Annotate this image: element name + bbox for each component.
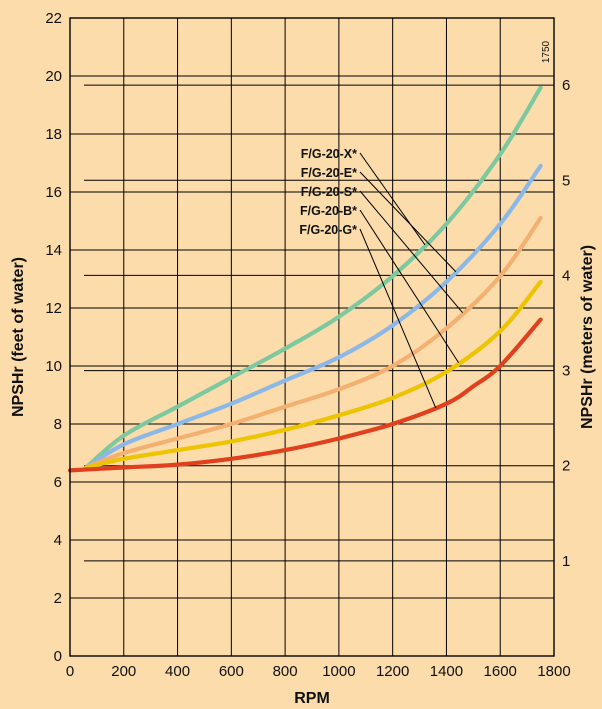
series-line-2 [84,163,543,470]
y-axis-title: NPSHr (feet of water) [10,257,27,417]
y2-axis-title: NPSHr (meters of water) [579,245,596,429]
legend-leader-2 [359,171,457,273]
series-line-4 [84,279,543,470]
legend-leader-3 [359,190,463,313]
x-tick-label: 1600 [484,663,517,680]
rpm-1750-annotation: 1750 [541,40,552,63]
y-tick-label: 16 [45,184,62,201]
x-tick-labels: 0 200 400 600 800 1000 1200 1400 1600 1800 [66,663,571,680]
y-tick-label: 6 [54,474,62,491]
legend-leader-5 [359,228,437,408]
legend-label-4: F/G-20-B* [300,204,357,218]
y-tick-label: 0 [54,648,62,665]
legend: F/G-20-X* F/G-20-E* F/G-20-S* F/G-20-B* F/G-… [299,147,357,237]
y-tick-labels: 0 2 4 6 8 10 12 14 16 18 20 22 [45,10,62,665]
y-tick-label: 14 [45,242,62,259]
y2-tick-label: 2 [562,458,570,475]
y2-tick-label: 6 [562,77,570,94]
legend-label-2: F/G-20-E* [301,166,357,180]
x-tick-label: 1400 [430,663,463,680]
series-line-5 [67,317,543,473]
y-tick-label: 2 [54,590,62,607]
y-tick-label: 12 [45,300,62,317]
y-tick-label: 10 [45,358,62,375]
legend-label-5: F/G-20-G* [299,223,357,237]
x-tick-label: 800 [273,663,298,680]
x-tick-label: 400 [165,663,190,680]
x-tick-label: 0 [66,663,74,680]
y-tick-label: 20 [45,68,62,85]
x-axis-title: RPM [294,690,330,707]
legend-label-1: F/G-20-X* [301,147,357,161]
x-tick-label: 1000 [322,663,355,680]
legend-leader-lines [359,152,463,408]
x-tick-label: 200 [111,663,136,680]
series-line-1 [84,85,543,470]
x-tick-label: 600 [219,663,244,680]
series-lines [67,85,543,473]
y-tick-label: 8 [54,416,62,433]
series-line-3 [84,216,543,470]
y-tick-label: 18 [45,126,62,143]
grid [69,17,555,657]
y2-tick-label: 4 [562,267,570,284]
x-tick-label: 1800 [537,663,570,680]
plot-area [70,18,554,656]
y-tick-label: 22 [45,10,62,27]
y2-tick-label: 3 [562,363,570,380]
y2-tick-labels: 1 2 3 4 5 6 [562,77,570,570]
legend-leader-4 [359,209,459,363]
y2-tick-label: 1 [562,553,570,570]
y2-tick-label: 5 [562,172,570,189]
legend-label-3: F/G-20-S* [301,185,357,199]
plot-frame [69,17,555,657]
x-tick-label: 1200 [376,663,409,680]
legend-leader-1 [359,152,426,246]
y-tick-label: 4 [54,532,62,549]
